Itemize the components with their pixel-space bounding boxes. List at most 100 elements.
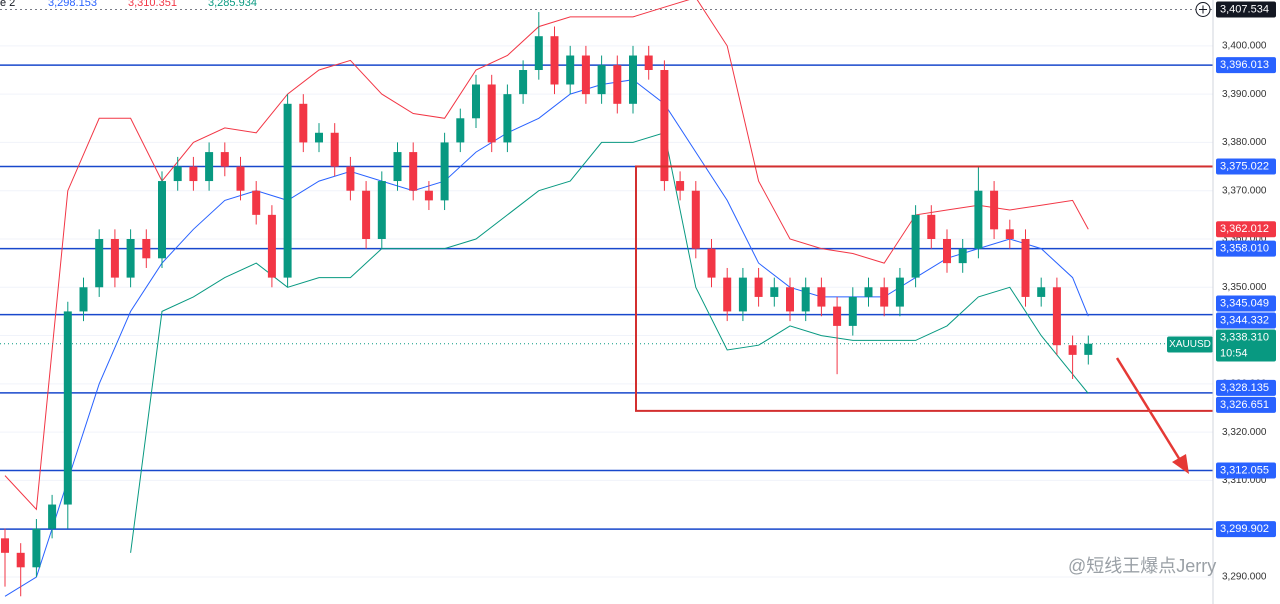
- price-label: 3,312.055: [1220, 464, 1269, 476]
- price-label: 3,299.902: [1220, 523, 1269, 535]
- watermark: @短线王爆点Jerry: [1068, 556, 1216, 576]
- candle-body: [126, 238, 135, 278]
- y-tick-label: 3,360.000: [1222, 234, 1267, 245]
- candle-body: [817, 287, 826, 307]
- y-tick-label: 3,290.000: [1222, 572, 1267, 583]
- candle-body: [32, 528, 41, 568]
- candle-body: [864, 287, 873, 297]
- grid-layer: [0, 45, 1213, 578]
- y-tick-label: 3,310.000: [1222, 475, 1267, 486]
- candle-body: [848, 296, 857, 326]
- price-label: 3,362.012: [1220, 223, 1269, 235]
- header-value: 3,298.153: [48, 0, 97, 9]
- plot-layer: XAUUSD: [0, 0, 1216, 597]
- candle-body: [393, 152, 402, 182]
- candle-body: [927, 214, 936, 239]
- price-label-box: [1216, 295, 1276, 312]
- candle-body: [409, 152, 418, 191]
- candle-body: [299, 103, 308, 143]
- candle-body: [519, 70, 528, 95]
- price-label: 3,344.332: [1220, 314, 1269, 326]
- candle-body: [267, 214, 276, 278]
- candle-body: [958, 248, 967, 264]
- y-tick-label: 3,370.000: [1222, 185, 1267, 196]
- price-label: 3,396.013: [1220, 59, 1269, 71]
- candle-body: [566, 55, 575, 85]
- candle-body: [377, 181, 386, 239]
- candle-body: [911, 214, 920, 278]
- candle-body: [346, 166, 355, 191]
- price-label-box: [1216, 221, 1276, 238]
- candle-body: [1084, 343, 1093, 355]
- candle-body: [1005, 229, 1014, 239]
- price-label-box: [1216, 240, 1276, 257]
- candle-body: [676, 181, 685, 191]
- header-prefix: e 2: [0, 0, 15, 9]
- header-value: 3,310.351: [128, 0, 177, 9]
- candle-body: [786, 287, 794, 312]
- candle-body: [424, 190, 433, 201]
- candle-body: [880, 287, 889, 307]
- candle-body: [1068, 345, 1077, 355]
- price-label: 3,328.135: [1220, 382, 1269, 394]
- candle-body: [691, 190, 700, 249]
- header-value: 3,285.934: [208, 0, 257, 9]
- price-label-box: [1216, 521, 1276, 538]
- candle-body: [236, 166, 245, 191]
- candle-body: [1052, 287, 1061, 346]
- price-label: 3,358.010: [1220, 243, 1269, 255]
- arrow: [1115, 357, 1189, 474]
- candle-body: [613, 65, 622, 104]
- candle-body: [330, 132, 339, 167]
- candle-body: [990, 190, 999, 230]
- band-upper: [4, 0, 1089, 511]
- candle-body: [1, 538, 9, 553]
- candle-body: [754, 277, 763, 297]
- candle-body: [801, 287, 810, 312]
- band-middle: [4, 79, 1089, 597]
- candle-body: [95, 238, 104, 288]
- y-tick-label: 3,350.000: [1222, 282, 1267, 293]
- candle-body: [1021, 238, 1030, 297]
- candle-body: [550, 36, 559, 85]
- candle-body: [660, 70, 669, 182]
- y-tick-label: 3,400.000: [1222, 41, 1267, 52]
- candle-body: [644, 55, 653, 71]
- candle-body: [974, 190, 983, 249]
- candle-body: [895, 277, 904, 307]
- price-label: 3,407.534: [1220, 3, 1269, 15]
- candle-body: [142, 238, 151, 259]
- candle-body: [597, 65, 606, 95]
- candle-body: [315, 132, 323, 143]
- symbol-tag: [1167, 336, 1213, 353]
- candle-body: [252, 190, 261, 215]
- candle-body: [581, 55, 590, 95]
- candle-body: [189, 166, 198, 182]
- band-lower: [130, 132, 1089, 553]
- axis-layer: 3,290.0003,300.0003,310.0003,320.0003,33…: [1195, 0, 1280, 604]
- candle-body: [158, 181, 166, 259]
- arrow-head: [1172, 454, 1189, 474]
- arrow-shaft: [1115, 357, 1182, 461]
- candle-body: [707, 248, 716, 278]
- y-tick-label: 3,320.000: [1222, 427, 1267, 438]
- candle-body: [110, 238, 119, 278]
- candle-body: [833, 306, 842, 326]
- price-label: 3,326.651: [1220, 399, 1269, 411]
- candle-body: [534, 36, 543, 71]
- price-label-box: [1216, 1, 1276, 18]
- candle-body: [738, 277, 747, 312]
- price-label-box: [1216, 329, 1276, 362]
- candle-body: [1037, 287, 1046, 297]
- price-label: 3,338.310: [1220, 331, 1269, 343]
- countdown: 10:54: [1220, 347, 1248, 359]
- symbol-label: XAUUSD: [1169, 339, 1211, 350]
- candle-body: [440, 142, 449, 201]
- candle-body: [283, 103, 292, 278]
- candle-body: [770, 287, 779, 297]
- y-tick-label: 3,380.000: [1222, 137, 1267, 148]
- add-icon: [1199, 5, 1207, 14]
- candle-body: [503, 94, 512, 143]
- candle-body: [362, 190, 371, 239]
